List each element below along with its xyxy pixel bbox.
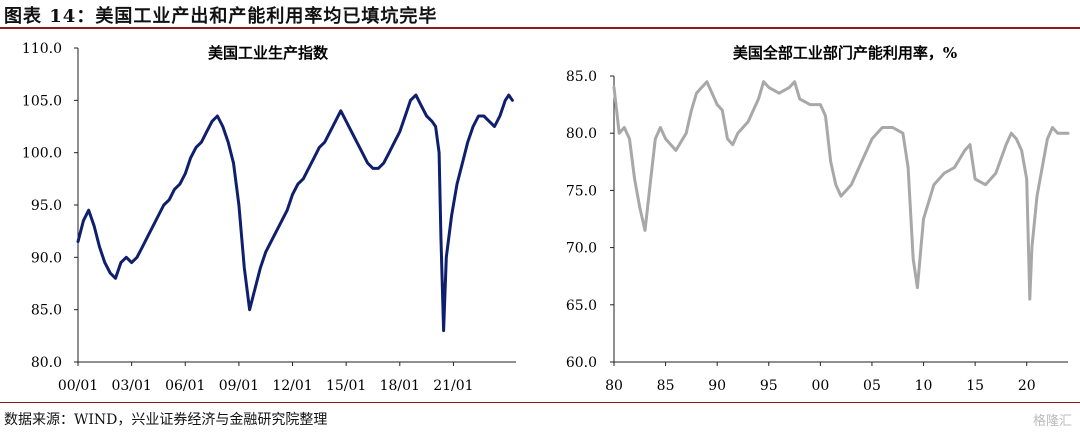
y-tick-label: 85.0 — [566, 69, 597, 85]
x-tick-label: 15/01 — [326, 378, 366, 394]
series-line — [76, 93, 514, 333]
title-rule — [0, 27, 1080, 29]
x-tick-label: 06/01 — [165, 378, 205, 394]
x-tick-label: 20 — [1018, 378, 1036, 394]
y-tick-label: 80.0 — [566, 126, 597, 142]
y-tick-label: 60.0 — [566, 355, 597, 371]
industrial-production-chart: 美国工业生产指数 80.0 85.0 90.0 95.0 100.0 105.0 110.0… — [22, 41, 516, 394]
x-tick-label: 10 — [915, 378, 933, 394]
y-tick-label: 100.0 — [22, 146, 62, 162]
y-tick-label: 75.0 — [566, 183, 597, 199]
source-note: 数据来源：WIND，兴业证券经济与金融研究院整理 — [4, 412, 328, 428]
watermark: 格隆汇 — [1032, 414, 1072, 429]
x-tick-label: 15 — [966, 378, 984, 394]
x-tick-label: 00 — [811, 378, 829, 394]
chart-title: 美国全部工业部门产能利用率，% — [733, 44, 957, 62]
x-tick-label: 95 — [760, 378, 778, 394]
y-tick-label: 90.0 — [31, 250, 62, 266]
chart-title: 美国工业生产指数 — [208, 44, 329, 62]
x-tick-label: 80 — [605, 378, 623, 394]
x-tick-label: 12/01 — [272, 378, 312, 394]
x-tick-label: 18/01 — [380, 378, 420, 394]
capacity-utilization-chart: 美国全部工业部门产能利用率，% 60.0 65.0 70.0 75.0 80.0 85.0… — [566, 44, 1070, 394]
y-tick-label: 95.0 — [31, 198, 62, 214]
x-tick-label: 90 — [708, 378, 726, 394]
y-tick-label: 80.0 — [31, 355, 62, 371]
x-tick-label: 05 — [863, 378, 881, 394]
y-tick-label: 65.0 — [566, 298, 597, 314]
x-tick-label: 85 — [657, 378, 675, 394]
figure-title: 图表 14：美国工业产出和产能利用率均已填坑完毕 — [4, 6, 438, 27]
y-tick-label: 70.0 — [566, 241, 597, 257]
y-tick-label: 85.0 — [31, 303, 62, 319]
x-tick-label: 00/01 — [58, 378, 98, 394]
x-tick-label: 03/01 — [111, 378, 151, 394]
x-tick-label: 09/01 — [219, 378, 259, 394]
x-tick-label: 21/01 — [433, 378, 473, 394]
series-line — [612, 80, 1070, 301]
y-tick-label: 105.0 — [22, 93, 62, 109]
footer-rule — [0, 402, 1080, 403]
y-tick-label: 110.0 — [22, 41, 62, 57]
